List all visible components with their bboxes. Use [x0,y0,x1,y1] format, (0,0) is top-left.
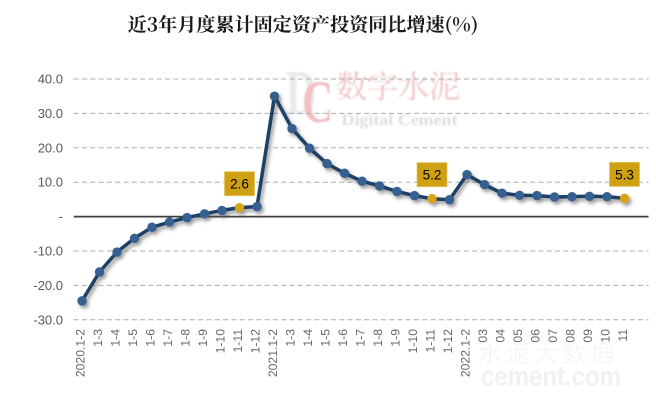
svg-text:Digital Cement: Digital Cement [342,112,459,129]
svg-text:10: 10 [599,329,613,343]
svg-text:1-4: 1-4 [109,329,123,347]
svg-text:05: 05 [511,329,525,343]
svg-text:5.2: 5.2 [423,168,442,183]
svg-text:1-3: 1-3 [284,329,298,347]
svg-text:1-7: 1-7 [161,329,175,347]
svg-text:5.3: 5.3 [615,167,634,182]
svg-text:1-6: 1-6 [144,329,158,347]
svg-text:1-8: 1-8 [371,329,385,347]
svg-text:1-10: 1-10 [406,329,420,354]
svg-text:1-9: 1-9 [196,329,210,347]
svg-text:03: 03 [476,329,490,343]
svg-text:1-9: 1-9 [389,329,403,347]
svg-text:1-11: 1-11 [231,329,245,353]
svg-text:1-11: 1-11 [424,329,438,353]
svg-text:2020.1-2: 2020.1-2 [74,329,88,377]
svg-text:2022.1-2: 2022.1-2 [459,329,473,377]
svg-text:1-6: 1-6 [336,329,350,347]
svg-text:2021.1-2: 2021.1-2 [266,329,280,377]
svg-text:08: 08 [564,329,578,343]
svg-text:07: 07 [546,329,560,343]
svg-text:1-8: 1-8 [179,329,193,347]
svg-text:1-10: 1-10 [214,329,228,354]
svg-text:11: 11 [616,329,630,342]
svg-text:1-5: 1-5 [319,329,333,347]
svg-text:1-3: 1-3 [91,329,105,347]
svg-text:40.0: 40.0 [38,72,63,87]
svg-text:-10.0: -10.0 [33,244,63,259]
svg-text:06: 06 [529,329,543,343]
svg-text:04: 04 [494,329,508,343]
svg-text:1-12: 1-12 [441,329,455,354]
svg-text:-30.0: -30.0 [33,312,63,327]
svg-text:-: - [59,209,63,224]
svg-text:30.0: 30.0 [38,106,63,121]
svg-text:1-12: 1-12 [249,329,263,354]
svg-text:1-4: 1-4 [301,329,315,347]
svg-text:1-7: 1-7 [354,329,368,347]
svg-text:cement.com: cement.com [481,361,621,392]
svg-text:10.0: 10.0 [38,175,63,190]
svg-text:1-5: 1-5 [126,329,140,347]
svg-text:D: D [286,57,317,129]
svg-text:C: C [302,69,333,136]
svg-text:20.0: 20.0 [38,140,63,155]
svg-text:2.6: 2.6 [230,177,249,192]
svg-text:-20.0: -20.0 [33,278,63,293]
svg-text:09: 09 [581,329,595,343]
